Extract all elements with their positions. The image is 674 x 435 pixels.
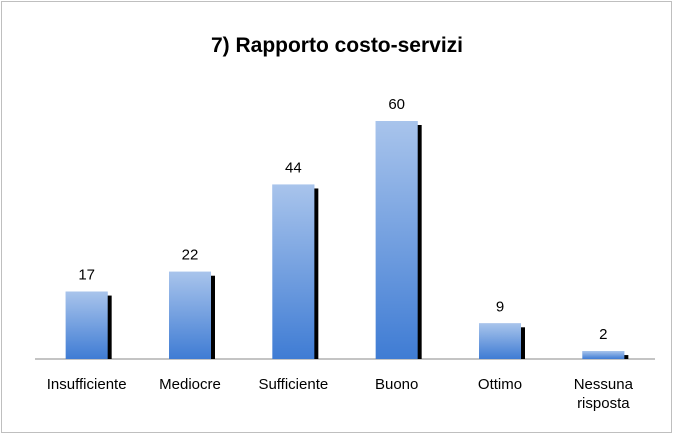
bar-highlight bbox=[272, 184, 315, 359]
value-label: 9 bbox=[496, 298, 504, 315]
bar-highlight bbox=[479, 323, 521, 359]
bar-highlight bbox=[582, 351, 625, 359]
x-tick-label: Buono bbox=[374, 376, 419, 393]
x-tick-label: Mediocre bbox=[159, 376, 221, 393]
x-tick-label: Insufficiente bbox=[46, 376, 127, 393]
value-label: 17 bbox=[78, 267, 95, 284]
bar-highlight bbox=[375, 121, 418, 359]
value-label: 2 bbox=[599, 326, 607, 343]
x-tick-label: Nessuna risposta bbox=[573, 376, 633, 412]
x-tick-label: Ottimo bbox=[477, 376, 523, 393]
value-label: 60 bbox=[388, 96, 405, 113]
bar-highlight bbox=[65, 291, 108, 359]
value-label: 22 bbox=[182, 247, 199, 264]
chart-title: 7) Rapporto costo-servizi bbox=[211, 34, 463, 57]
x-tick-label: Sufficiente bbox=[258, 376, 329, 393]
bar-highlight bbox=[169, 271, 211, 359]
value-label: 44 bbox=[285, 159, 302, 176]
